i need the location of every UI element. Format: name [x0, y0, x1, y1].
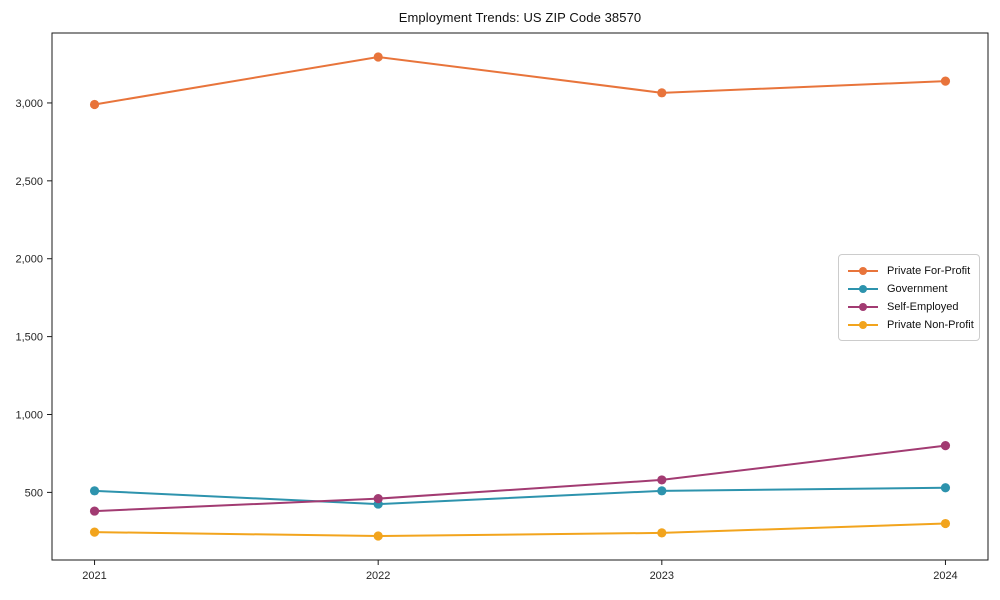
x-axis-tick-label: 2024 [933, 570, 957, 582]
data-point-marker [657, 486, 667, 496]
series-line-government [93, 486, 947, 506]
data-point-marker [373, 52, 383, 62]
y-axis-tick-label: 2,000 [15, 254, 43, 266]
y-axis-tick-label: 1,500 [15, 332, 43, 344]
x-axis-tick-label: 2023 [650, 570, 674, 582]
y-axis-tick-label: 500 [25, 487, 43, 499]
legend-item-private-for-profit: Private For-Profit [848, 262, 971, 280]
legend-item-self-employed: Self-Employed [848, 298, 971, 316]
legend-label: Self-Employed [887, 301, 959, 313]
data-point-marker [89, 527, 100, 537]
legend-line-marker-icon [848, 302, 878, 312]
data-point-marker [89, 486, 100, 496]
series-line-private-for-profit [93, 55, 947, 106]
series-line-self-employed [93, 444, 947, 513]
data-point-marker [89, 99, 100, 110]
data-point-marker [940, 518, 951, 529]
data-point-marker [657, 475, 667, 485]
legend-label: Government [887, 283, 948, 295]
legend-label: Private For-Profit [887, 265, 971, 277]
legend-line-marker-icon [848, 266, 878, 276]
data-point-marker [657, 528, 667, 538]
data-point-marker [89, 506, 100, 516]
y-axis-tick-label: 3,000 [15, 98, 43, 110]
data-point-marker [940, 441, 951, 451]
plot-border [51, 32, 989, 561]
y-axis-tick-label: 2,500 [15, 176, 43, 188]
legend-item-private-non-profit: Private Non-Profit [848, 316, 974, 334]
data-point-marker [657, 88, 667, 98]
data-point-marker [940, 483, 951, 493]
chart-title: Employment Trends: US ZIP Code 38570 [398, 10, 642, 25]
legend-label: Private Non-Profit [887, 319, 974, 331]
x-axis-tick-label: 2021 [82, 570, 106, 582]
y-axis-tick-label: 1,000 [15, 410, 43, 422]
data-point-marker [373, 494, 383, 504]
legend-line-marker-icon [848, 284, 878, 294]
legend-line-marker-icon [848, 320, 878, 330]
x-axis-tick-label: 2022 [366, 570, 390, 582]
legend: Private For-Profit Government Self-Emplo… [838, 254, 980, 341]
data-point-marker [373, 531, 383, 541]
data-point-marker [940, 76, 951, 86]
legend-item-government: Government [848, 280, 971, 298]
series-line-private-non-profit [93, 522, 947, 538]
